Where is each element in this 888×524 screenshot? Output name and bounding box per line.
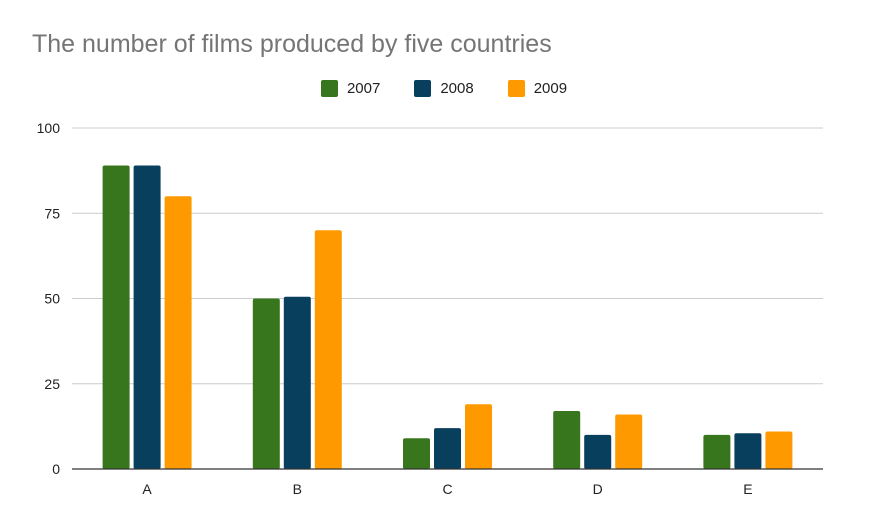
bar-E-2007 <box>703 434 731 469</box>
x-tick-label-B: B <box>293 481 302 497</box>
y-tick-label-75: 75 <box>44 205 60 221</box>
x-tick-label-C: C <box>442 481 452 497</box>
bar-A-2007 <box>102 165 130 469</box>
bar-C-2009 <box>465 404 492 469</box>
bar-B-2008 <box>283 296 311 469</box>
bar-C-2008 <box>434 428 461 469</box>
legend-item-2009: 2009 <box>507 80 568 97</box>
bar-A-2008 <box>133 165 161 469</box>
bar-E-2008 <box>734 433 762 469</box>
legend-label-2007: 2007 <box>346 80 381 97</box>
bar-E-2009 <box>765 431 793 469</box>
legend-label-2009: 2009 <box>533 80 568 97</box>
bar-B-2007 <box>252 298 280 469</box>
bar-D-2008 <box>584 434 612 469</box>
legend-swatch-2008 <box>414 80 432 97</box>
legend-item-2008: 2008 <box>414 80 474 97</box>
y-tick-label-50: 50 <box>44 291 60 307</box>
chart-title: The number of films produced by five cou… <box>32 30 552 58</box>
legend-swatch-2009 <box>507 80 525 97</box>
x-tick-label-D: D <box>593 481 603 497</box>
y-tick-label-100: 100 <box>37 120 61 136</box>
x-tick-label-E: E <box>743 481 752 497</box>
legend-label-2008: 2008 <box>440 80 474 97</box>
bar-A-2009 <box>164 196 192 469</box>
bar-D-2009 <box>615 414 643 469</box>
legend-item-2007: 2007 <box>320 80 381 97</box>
bar-D-2007 <box>553 411 581 469</box>
y-tick-label-0: 0 <box>52 461 60 477</box>
x-tick-label-A: A <box>142 481 152 497</box>
bar-C-2007 <box>403 438 430 469</box>
legend-swatch-2007 <box>320 80 338 97</box>
y-tick-label-25: 25 <box>44 376 60 392</box>
bar-B-2009 <box>314 230 342 469</box>
legend: 2007 2008 2009 <box>0 80 888 97</box>
